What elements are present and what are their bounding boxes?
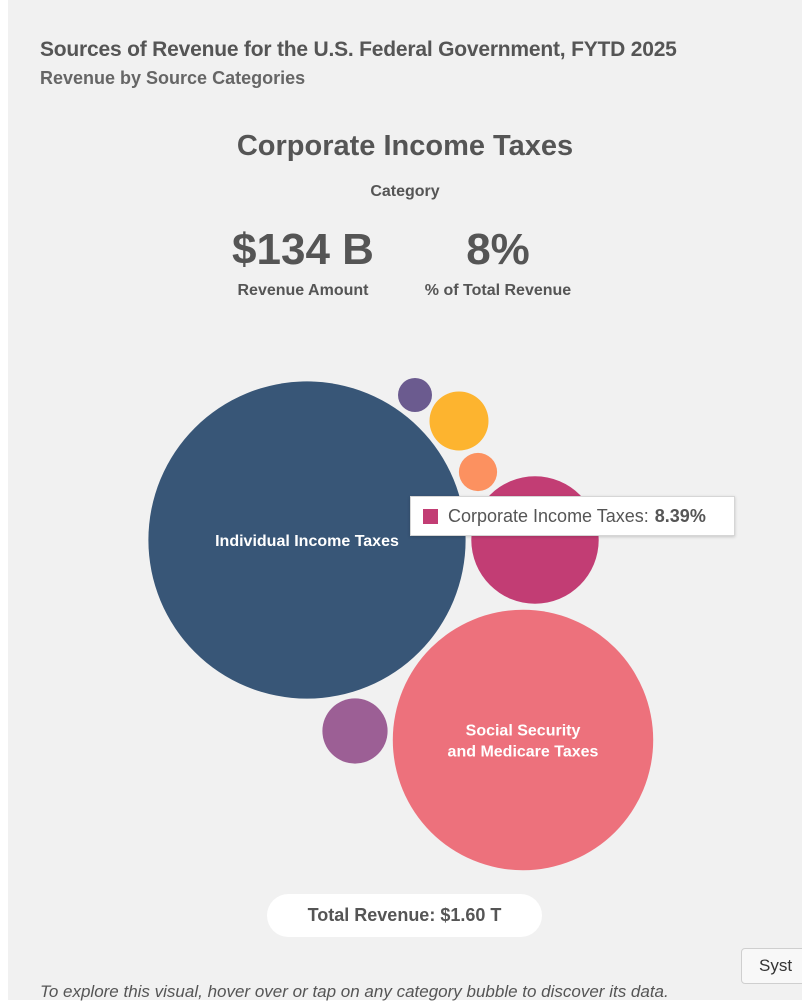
- bubble-gold[interactable]: [429, 391, 489, 451]
- percent-total-label: % of Total Revenue: [424, 282, 572, 299]
- bubble-label-social-1: and Medicare Taxes: [448, 744, 599, 761]
- bubble-mauve[interactable]: [322, 698, 388, 764]
- bubble-label-individual-0: Individual Income Taxes: [215, 533, 399, 550]
- percent-total-stat: 8% % of Total Revenue: [408, 226, 588, 300]
- chart-panel: Sources of Revenue for the U.S. Federal …: [8, 0, 802, 1001]
- selected-category-name: Corporate Income Taxes: [236, 130, 574, 162]
- bubble-salmon[interactable]: [458, 452, 498, 492]
- chart-title: Sources of Revenue for the U.S. Federal …: [40, 38, 677, 61]
- bubble-tooltip: Corporate Income Taxes: 8.39%: [410, 496, 735, 536]
- selected-category-label: Category: [370, 183, 440, 200]
- bubble-label-social-0: Social Security: [466, 723, 581, 740]
- chart-subtitle: Revenue by Source Categories: [40, 68, 306, 88]
- bubble-individual[interactable]: [148, 381, 466, 699]
- bubble-social[interactable]: [392, 609, 654, 871]
- total-revenue-badge: Total Revenue: $1.60 T: [267, 894, 542, 937]
- revenue-amount-label: Revenue Amount: [237, 282, 369, 299]
- revenue-amount-value: $134 B: [232, 225, 374, 274]
- tooltip-swatch: [423, 508, 438, 524]
- tooltip-value: 8.39%: [654, 505, 706, 526]
- system-button[interactable]: Syst: [741, 948, 802, 984]
- footer-instructions: To explore this visual, hover over or ta…: [40, 982, 669, 1001]
- tooltip-label: Corporate Income Taxes:: [448, 505, 649, 526]
- percent-total-value: 8%: [466, 225, 530, 274]
- bubble-violet[interactable]: [398, 378, 432, 412]
- revenue-amount-stat: $134 B Revenue Amount: [213, 226, 393, 300]
